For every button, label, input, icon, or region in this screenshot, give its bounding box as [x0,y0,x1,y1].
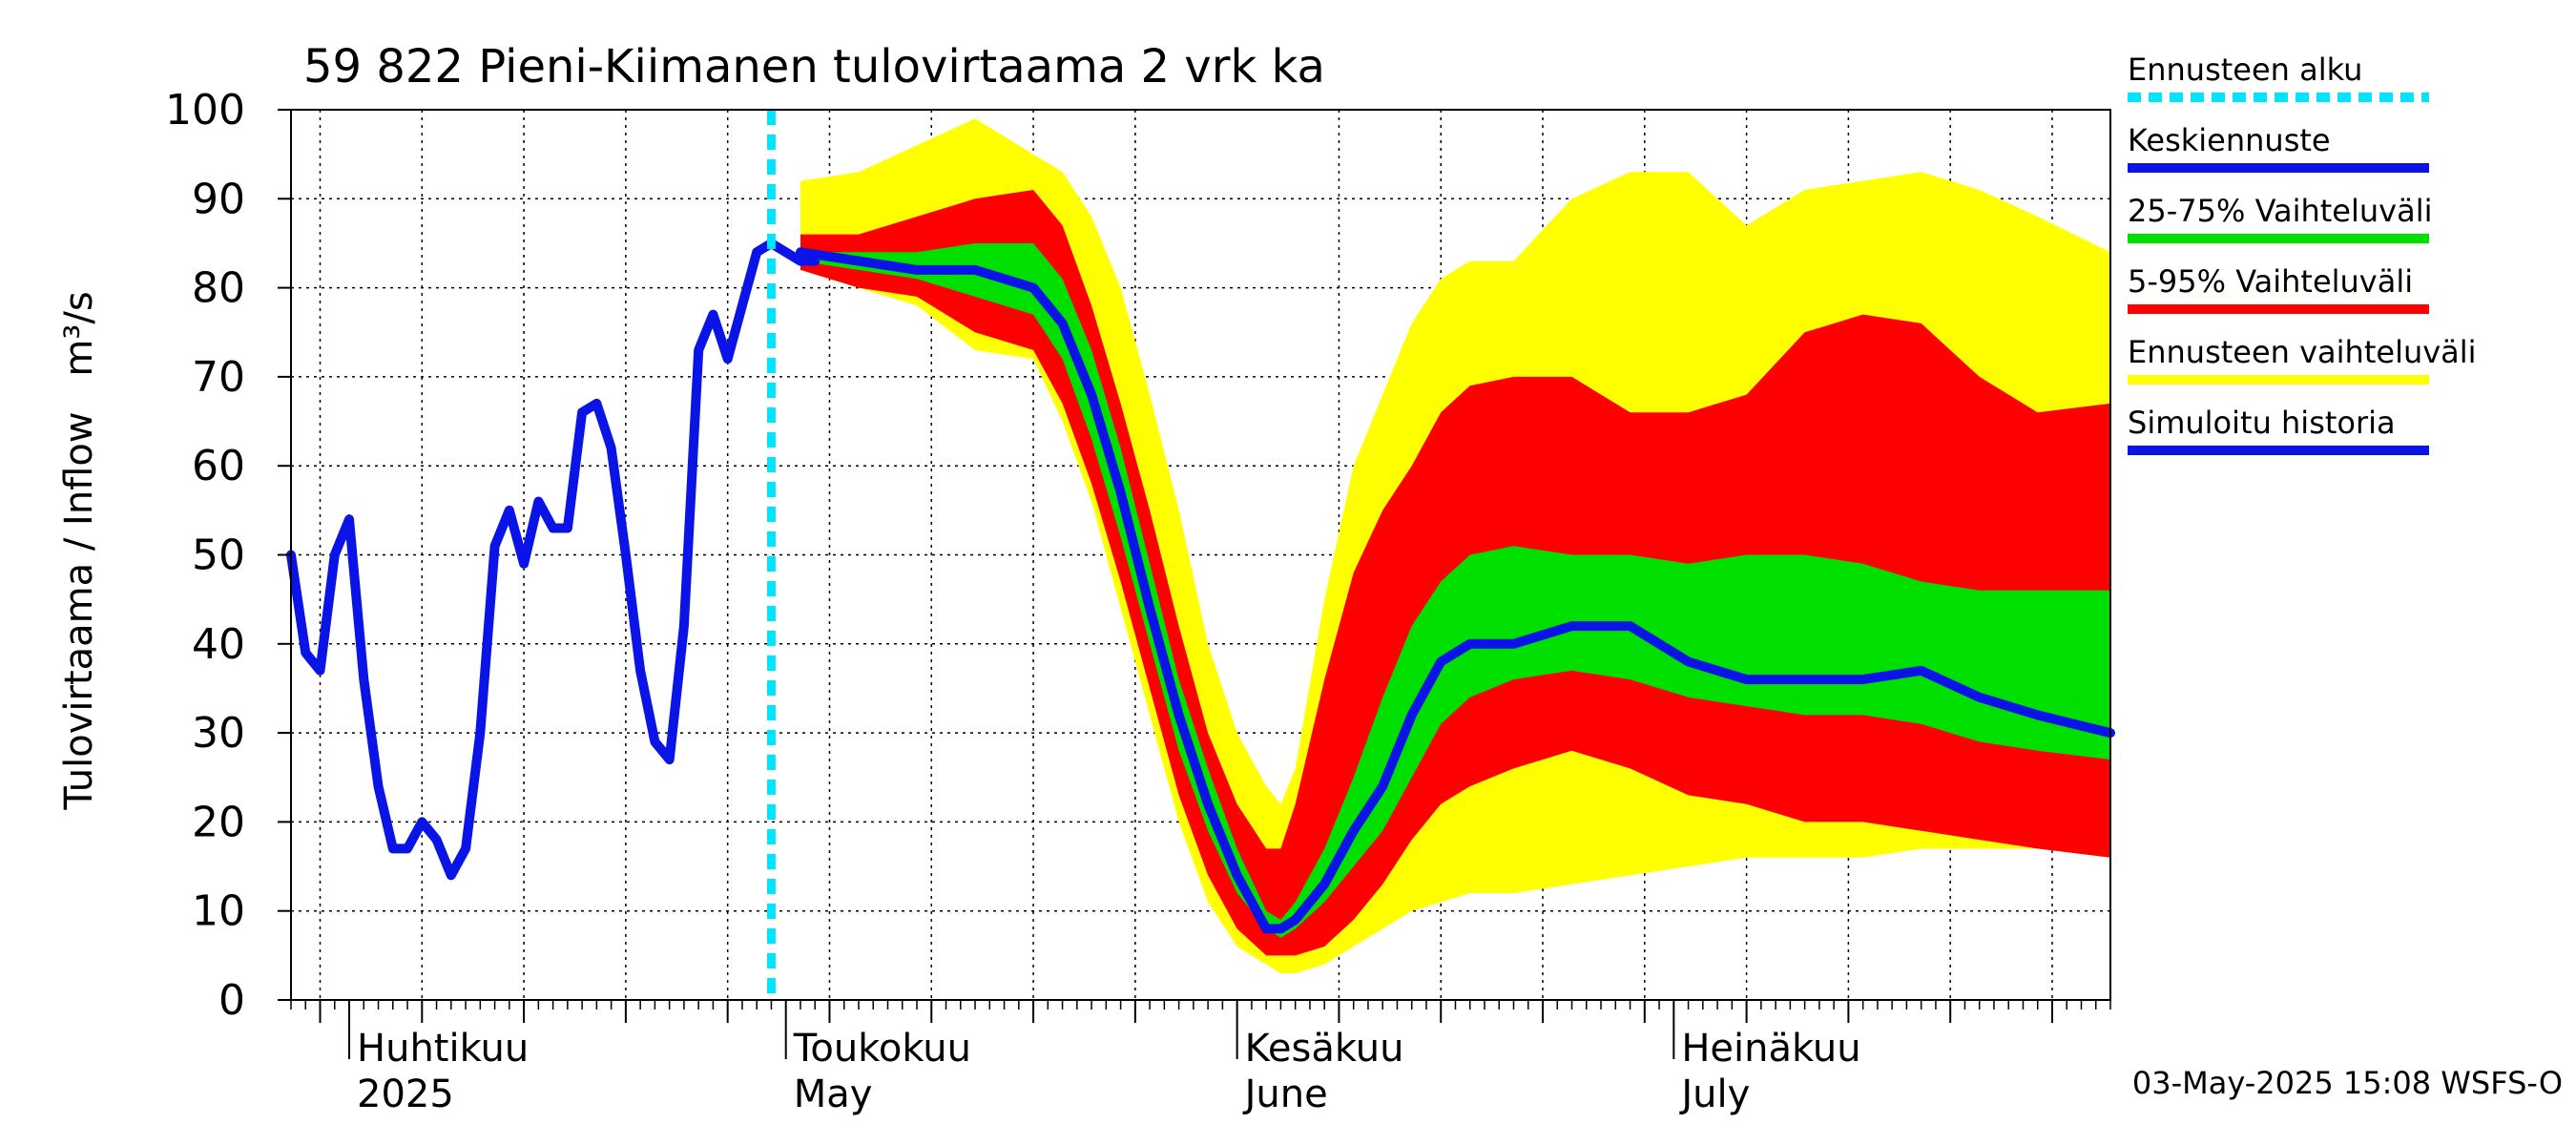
plot-frame [290,109,2111,1001]
month-label: Kesäkuu [1245,1027,1404,1071]
legend-label: Keskiennuste [2128,122,2331,158]
month-label: Toukokuu [793,1027,971,1071]
y-axis-unit: m³/s [57,291,101,376]
month-label: Heinäkuu [1681,1027,1860,1071]
y-tick-label: 10 [192,887,245,936]
month-label-sub: July [1678,1072,1750,1116]
month-label: Huhtikuu [357,1027,529,1071]
y-axis-label: Tulovirtaama / Inflow [57,411,101,810]
line-median-forecast [796,247,2115,934]
y-tick-label: 0 [218,976,245,1025]
y-tick-label: 100 [165,86,245,135]
band-25-75 [800,243,2110,938]
legend-label: 5-95% Vaihteluväli [2128,263,2413,300]
month-label-sub: May [794,1072,873,1116]
y-tick-label: 30 [192,709,245,758]
month-label-sub: June [1242,1072,1328,1116]
legend-label: 25-75% Vaihteluväli [2128,193,2432,229]
chart-title: 59 822 Pieni-Kiimanen tulovirtaama 2 vrk… [303,40,1325,94]
legend-label: Ennusteen alku [2128,52,2362,88]
y-tick-label: 70 [192,353,245,402]
y-tick-label: 80 [192,264,245,313]
series-lines [286,110,2115,1000]
axes [278,109,2111,1059]
y-tick-label: 60 [192,442,245,490]
footer-timestamp: 03-May-2025 15:08 WSFS-O [2132,1065,2563,1101]
legend: Ennusteen alku Keskiennuste 25-75% Vaihtel… [2128,52,2477,455]
y-tick-label: 20 [192,798,245,846]
legend-label: Simuloitu historia [2128,405,2396,441]
forecast-bands [800,118,2110,974]
month-label-sub: 2025 [357,1072,454,1116]
line-simulated-history [286,239,821,881]
y-tick-labels: 0 10 20 30 40 50 60 70 80 90 100 [165,86,245,1025]
y-tick-label: 50 [192,531,245,580]
y-tick-label: 90 [192,175,245,223]
legend-label: Ennusteen vaihteluväli [2128,334,2477,370]
y-tick-label: 40 [192,620,245,669]
